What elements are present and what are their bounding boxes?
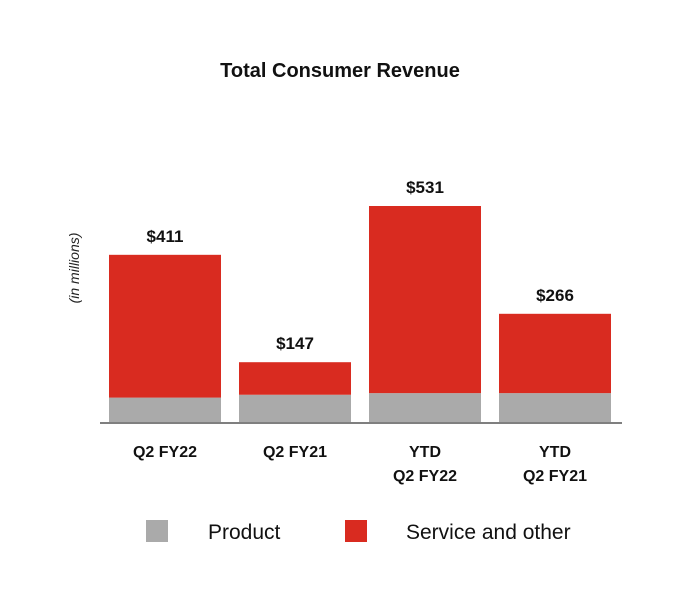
bars-layer <box>109 206 611 422</box>
labels-layer: $411 Q2 FY22 $147 Q2 FY21 $531 YTD Q2 FY22 $266… <box>133 178 587 485</box>
y-axis-label: (in millions) <box>66 233 82 304</box>
bar-segment-service-and-other-3 <box>499 313 611 394</box>
bar-segment-product-2 <box>369 393 481 422</box>
category-label-1-line-0: Q2 FY21 <box>263 444 327 461</box>
legend-label-service-and-other: Service and other <box>406 521 571 544</box>
legend-swatch-service-and-other <box>345 520 367 542</box>
bar-segment-product-0 <box>109 397 221 422</box>
total-label-1: $147 <box>276 334 314 353</box>
bar-segment-service-and-other-1 <box>239 362 351 395</box>
legend: Product Service and other <box>146 520 571 544</box>
bar-segment-service-and-other-0 <box>109 254 221 398</box>
total-label-3: $266 <box>536 286 574 305</box>
category-label-3-line-1: Q2 FY21 <box>523 468 587 485</box>
chart-title: Total Consumer Revenue <box>220 60 460 82</box>
bar-segment-product-1 <box>239 394 351 422</box>
category-label-3-line-0: YTD <box>539 444 571 461</box>
bar-segment-service-and-other-2 <box>369 206 481 394</box>
legend-swatch-product <box>146 520 168 542</box>
category-label-2-line-0: YTD <box>409 444 441 461</box>
legend-label-product: Product <box>208 521 281 544</box>
category-label-0-line-0: Q2 FY22 <box>133 444 197 461</box>
total-label-0: $411 <box>147 227 184 246</box>
total-label-2: $531 <box>406 178 444 197</box>
category-label-2-line-1: Q2 FY22 <box>393 468 457 485</box>
bar-segment-product-3 <box>499 393 611 422</box>
